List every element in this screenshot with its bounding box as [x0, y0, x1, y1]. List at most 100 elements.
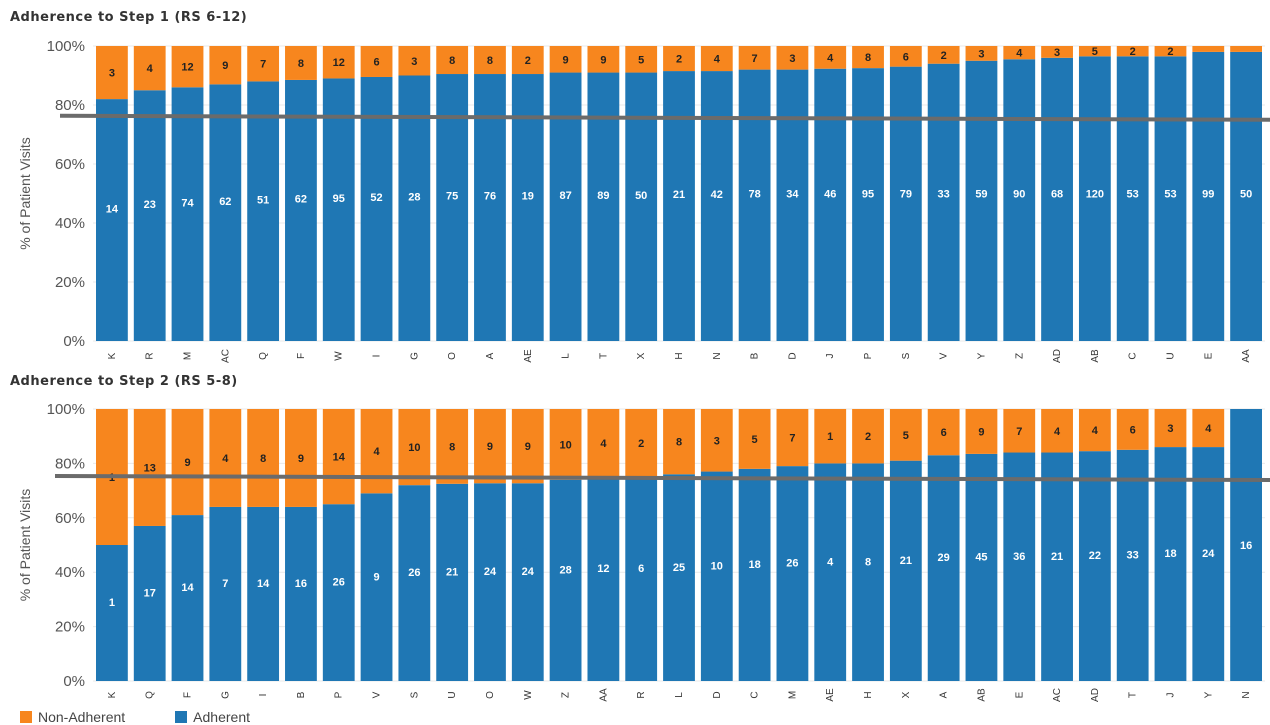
- bar-adherent[interactable]: [587, 477, 620, 681]
- bar-adherent[interactable]: [700, 471, 733, 681]
- bar-adherent[interactable]: [814, 68, 847, 341]
- bar-adherent[interactable]: [1041, 452, 1073, 681]
- bar-non-adherent[interactable]: [360, 409, 393, 494]
- bar-non-adherent[interactable]: [171, 46, 204, 88]
- bar-non-adherent[interactable]: [852, 409, 884, 464]
- bar-adherent[interactable]: [285, 506, 317, 681]
- bar-non-adherent[interactable]: [133, 46, 166, 91]
- bar-adherent[interactable]: [474, 483, 506, 681]
- bar-adherent[interactable]: [625, 477, 658, 681]
- bar-non-adherent[interactable]: [852, 46, 884, 69]
- bar-non-adherent[interactable]: [1078, 409, 1111, 452]
- bar-non-adherent[interactable]: [474, 409, 506, 484]
- bar-non-adherent[interactable]: [1154, 46, 1187, 57]
- bar-adherent[interactable]: [927, 63, 960, 341]
- bar-adherent[interactable]: [436, 483, 469, 681]
- bar-non-adherent[interactable]: [398, 409, 431, 486]
- bar-adherent[interactable]: [1230, 409, 1262, 681]
- bar-non-adherent[interactable]: [549, 46, 582, 73]
- bar-adherent[interactable]: [663, 474, 695, 681]
- bar-non-adherent[interactable]: [322, 409, 355, 505]
- bar-adherent[interactable]: [133, 525, 166, 681]
- bar-adherent[interactable]: [1192, 51, 1225, 342]
- bar-non-adherent[interactable]: [1230, 46, 1262, 52]
- bar-adherent[interactable]: [549, 479, 582, 681]
- bar-adherent[interactable]: [322, 504, 355, 681]
- bar-non-adherent[interactable]: [587, 409, 620, 477]
- bar-non-adherent[interactable]: [1154, 409, 1187, 448]
- bar-adherent[interactable]: [398, 75, 431, 342]
- bar-adherent[interactable]: [1003, 452, 1036, 681]
- bar-non-adherent[interactable]: [1041, 46, 1073, 58]
- bar-non-adherent[interactable]: [549, 409, 582, 480]
- bar-non-adherent[interactable]: [247, 409, 280, 507]
- bar-non-adherent[interactable]: [889, 46, 922, 67]
- bar-non-adherent[interactable]: [209, 409, 242, 507]
- bar-adherent[interactable]: [398, 485, 431, 681]
- bar-adherent[interactable]: [889, 460, 922, 681]
- bar-non-adherent[interactable]: [171, 409, 204, 516]
- bar-adherent[interactable]: [1116, 56, 1149, 341]
- bar-non-adherent[interactable]: [927, 46, 960, 64]
- bar-adherent[interactable]: [209, 506, 242, 681]
- bar-non-adherent[interactable]: [587, 46, 620, 73]
- bar-non-adherent[interactable]: [814, 409, 847, 464]
- bar-non-adherent[interactable]: [700, 46, 733, 72]
- bar-non-adherent[interactable]: [511, 46, 544, 75]
- bar-non-adherent[interactable]: [625, 46, 658, 73]
- bar-adherent[interactable]: [776, 466, 809, 681]
- bar-non-adherent[interactable]: [625, 409, 658, 477]
- bar-non-adherent[interactable]: [209, 46, 242, 85]
- bar-adherent[interactable]: [889, 66, 922, 342]
- bar-adherent[interactable]: [965, 60, 998, 341]
- bar-adherent[interactable]: [209, 84, 242, 341]
- bar-adherent[interactable]: [814, 463, 847, 681]
- bar-non-adherent[interactable]: [738, 46, 771, 70]
- bar-adherent[interactable]: [738, 468, 771, 681]
- bar-non-adherent[interactable]: [511, 409, 544, 484]
- bar-non-adherent[interactable]: [436, 409, 469, 484]
- bar-non-adherent[interactable]: [1041, 409, 1073, 453]
- bar-adherent[interactable]: [776, 69, 809, 341]
- bar-adherent[interactable]: [247, 81, 280, 342]
- bar-non-adherent[interactable]: [927, 409, 960, 456]
- bar-adherent[interactable]: [852, 68, 884, 341]
- bar-non-adherent[interactable]: [663, 409, 695, 475]
- bar-non-adherent[interactable]: [965, 46, 998, 61]
- bar-non-adherent[interactable]: [133, 409, 166, 526]
- bar-adherent[interactable]: [1154, 56, 1187, 341]
- bar-non-adherent[interactable]: [360, 46, 393, 77]
- bar-non-adherent[interactable]: [1003, 46, 1036, 60]
- bar-adherent[interactable]: [133, 90, 166, 341]
- bar-non-adherent[interactable]: [1116, 409, 1149, 450]
- bar-adherent[interactable]: [360, 493, 393, 681]
- bar-adherent[interactable]: [852, 463, 884, 681]
- bar-adherent[interactable]: [285, 79, 317, 342]
- bar-non-adherent[interactable]: [322, 46, 355, 79]
- bar-non-adherent[interactable]: [965, 409, 998, 454]
- bar-adherent[interactable]: [322, 78, 355, 341]
- bar-adherent[interactable]: [927, 455, 960, 681]
- bar-adherent[interactable]: [96, 99, 128, 341]
- bar-adherent[interactable]: [1230, 51, 1262, 342]
- bar-non-adherent[interactable]: [436, 46, 469, 75]
- legend-item-adherent[interactable]: Adherent: [175, 709, 250, 725]
- bar-adherent[interactable]: [1078, 451, 1111, 681]
- bar-non-adherent[interactable]: [1192, 46, 1225, 52]
- bar-non-adherent[interactable]: [474, 46, 506, 75]
- bar-adherent[interactable]: [1116, 449, 1149, 681]
- legend-item-non-adherent[interactable]: Non-Adherent: [20, 709, 125, 725]
- bar-adherent[interactable]: [1078, 56, 1111, 341]
- bar-adherent[interactable]: [1003, 59, 1036, 342]
- bar-non-adherent[interactable]: [285, 409, 317, 507]
- bar-non-adherent[interactable]: [814, 46, 847, 69]
- bar-adherent[interactable]: [1192, 447, 1225, 681]
- bar-non-adherent[interactable]: [776, 46, 809, 70]
- bar-adherent[interactable]: [965, 453, 998, 681]
- bar-adherent[interactable]: [171, 515, 204, 681]
- bar-adherent[interactable]: [511, 483, 544, 681]
- bar-non-adherent[interactable]: [285, 46, 317, 80]
- bar-non-adherent[interactable]: [96, 46, 128, 100]
- bar-non-adherent[interactable]: [1078, 46, 1111, 57]
- bar-adherent[interactable]: [171, 87, 204, 341]
